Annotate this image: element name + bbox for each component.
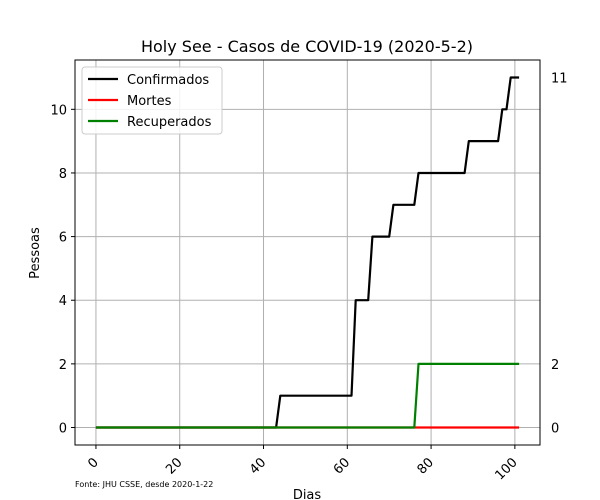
y-tick-label: 8 bbox=[59, 167, 67, 182]
legend-label: Confirmados bbox=[127, 73, 209, 88]
y-tick-label: 0 bbox=[59, 422, 67, 437]
y-tick-label: 4 bbox=[59, 294, 67, 309]
y-axis: 0 2 4 6 8 10 bbox=[50, 103, 75, 437]
chart-title: Holy See - Casos de COVID-19 (2020-5-2) bbox=[141, 37, 473, 56]
legend: Confirmados Mortes Recuperados bbox=[81, 66, 223, 135]
legend-box bbox=[81, 66, 223, 135]
series-line-0 bbox=[95, 76, 520, 429]
y-tick-label: 2 bbox=[59, 358, 67, 373]
x-axis-label: Dias bbox=[293, 488, 322, 500]
end-label: 2 bbox=[551, 358, 559, 373]
series-line-2 bbox=[95, 362, 520, 429]
source-note: Fonte: JHU CSSE, desde 2020-1-22 bbox=[75, 480, 213, 489]
end-label: 11 bbox=[551, 72, 568, 87]
legend-label: Mortes bbox=[127, 94, 172, 109]
end-value-labels: 11 2 0 bbox=[551, 72, 568, 437]
y-axis-label: Pessoas bbox=[28, 227, 43, 279]
y-tick-label: 10 bbox=[50, 103, 67, 118]
plot-frame bbox=[74, 59, 541, 446]
legend-label: Recuperados bbox=[127, 115, 212, 130]
y-tick-label: 6 bbox=[59, 231, 67, 246]
series-lines bbox=[95, 76, 520, 429]
end-label: 0 bbox=[551, 422, 559, 437]
